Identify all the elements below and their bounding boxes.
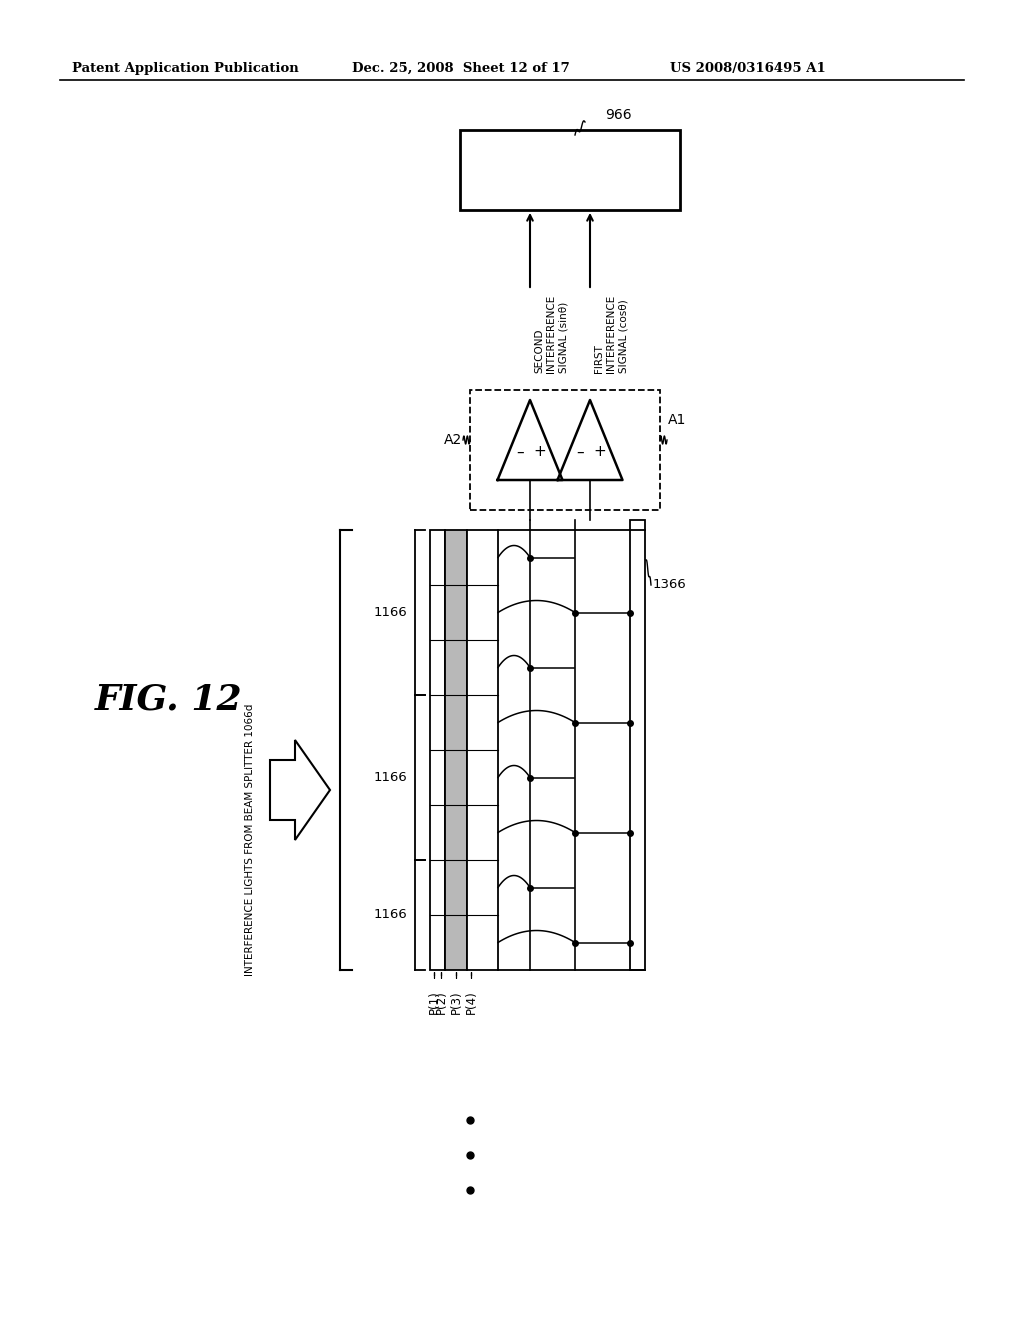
Bar [467, 531, 498, 970]
Text: P(3): P(3) [450, 990, 463, 1014]
Text: P(1): P(1) [427, 990, 440, 1014]
Text: Dec. 25, 2008  Sheet 12 of 17: Dec. 25, 2008 Sheet 12 of 17 [352, 62, 569, 75]
Text: US 2008/0316495 A1: US 2008/0316495 A1 [670, 62, 825, 75]
Text: INTERFERENCE LIGHTS FROM BEAM SPLITTER 1066d: INTERFERENCE LIGHTS FROM BEAM SPLITTER 1… [245, 704, 255, 977]
Bar [460, 129, 680, 210]
Text: A1: A1 [668, 413, 686, 426]
Text: 966: 966 [605, 108, 632, 121]
Text: 1166: 1166 [374, 908, 407, 921]
Text: 1366: 1366 [653, 578, 687, 591]
Text: P(4): P(4) [465, 990, 477, 1014]
Text: A2: A2 [443, 433, 462, 447]
Bar [430, 531, 445, 970]
Bar [630, 520, 645, 970]
Bar [470, 389, 660, 510]
Text: FIRST
INTERFERENCE
SIGNAL (cosθ): FIRST INTERFERENCE SIGNAL (cosθ) [594, 294, 629, 374]
Text: 1166: 1166 [374, 771, 407, 784]
Polygon shape [270, 741, 330, 840]
Text: +: + [534, 445, 547, 459]
Text: –: – [516, 445, 524, 459]
Text: 1166: 1166 [374, 606, 407, 619]
Text: SECOND
INTERFERENCE
SIGNAL (sinθ): SECOND INTERFERENCE SIGNAL (sinθ) [534, 294, 568, 374]
Text: FIG. 12: FIG. 12 [95, 682, 243, 717]
Text: –: – [577, 445, 584, 459]
Bar [445, 531, 467, 970]
Text: Patent Application Publication: Patent Application Publication [72, 62, 299, 75]
Text: +: + [594, 445, 606, 459]
Text: P(2): P(2) [434, 990, 447, 1014]
